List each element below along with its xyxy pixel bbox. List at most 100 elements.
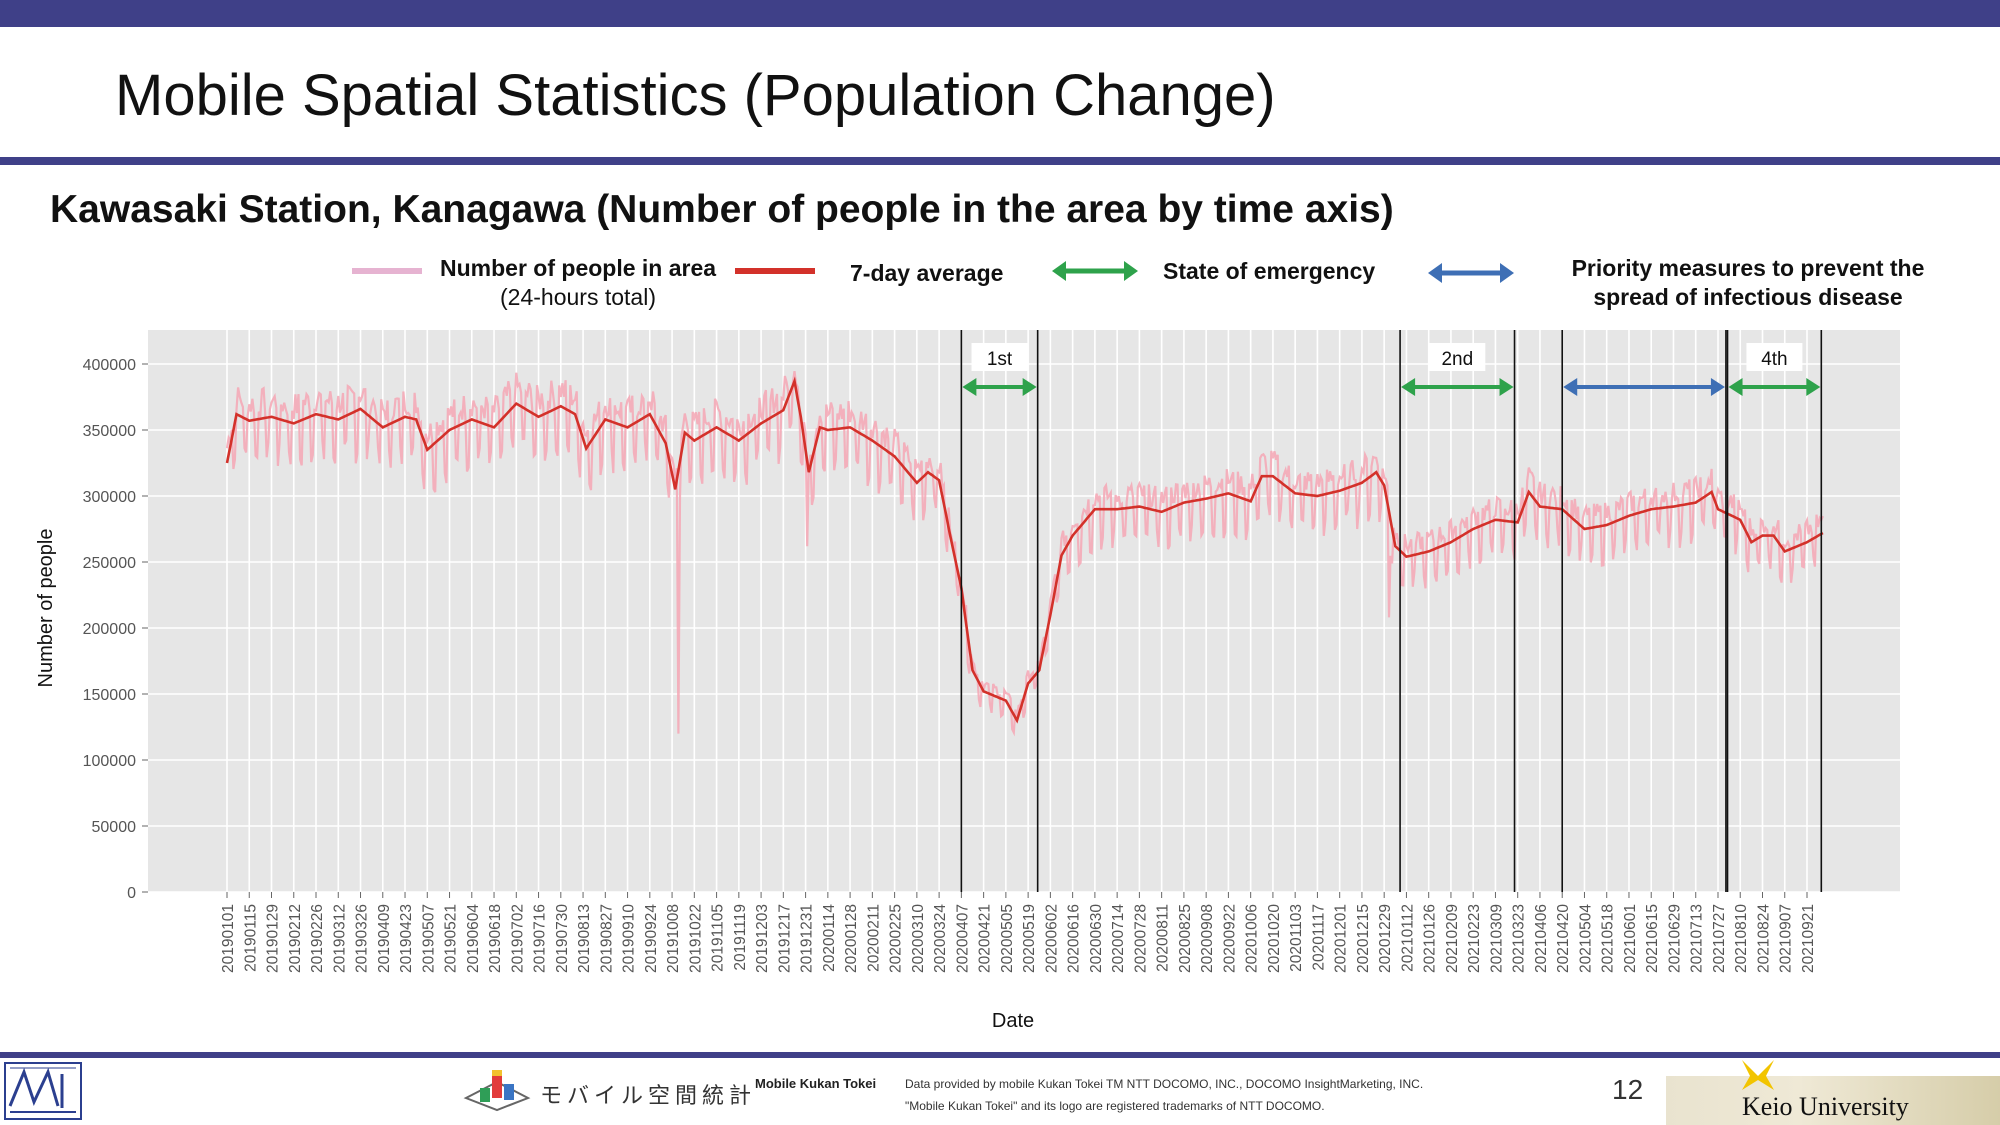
legend-priority-line1: Priority measures to prevent the bbox=[1571, 255, 1925, 281]
x-tick-label: 20191217 bbox=[776, 904, 793, 973]
mobile-kukan-tokei-logo-icon bbox=[463, 1070, 531, 1112]
period-label-box bbox=[971, 343, 1028, 371]
population-chart: 0 50000 100000 150000 200000 250000 300000 3500… bbox=[35, 330, 1900, 1032]
x-tick-label: 20190702 bbox=[509, 904, 526, 973]
legend-raw-line2: (24-hours total) bbox=[500, 284, 656, 310]
legend-priority-arrow-icon bbox=[1428, 263, 1514, 283]
legend-avg-swatch bbox=[735, 268, 815, 274]
x-tick-label: 20200728 bbox=[1132, 904, 1149, 973]
period-arrow-left-icon bbox=[1401, 378, 1416, 396]
y-axis-title: Number of people bbox=[35, 529, 57, 688]
keio-banner bbox=[1666, 1076, 2000, 1125]
y-tick-label: 300000 bbox=[83, 489, 136, 506]
credit-line-2: "Mobile Kukan Tokei" and its logo are re… bbox=[905, 1099, 1325, 1113]
x-tick-label: 20200505 bbox=[999, 904, 1016, 973]
x-tick-label: 20210727 bbox=[1711, 904, 1728, 973]
y-tick-label: 100000 bbox=[83, 753, 136, 770]
x-tick-label: 20201020 bbox=[1266, 904, 1283, 973]
y-tick-label: 0 bbox=[127, 885, 136, 902]
period-arrow-left-icon bbox=[962, 378, 977, 396]
legend-raw-label: Number of people in area (24-hours total… bbox=[440, 254, 716, 312]
y-tick-label: 200000 bbox=[83, 621, 136, 638]
x-tick-label: 20201117 bbox=[1310, 904, 1327, 971]
x-tick-label: 20210406 bbox=[1533, 904, 1550, 973]
x-tick-label: 20190409 bbox=[376, 904, 393, 973]
x-tick-label: 20200811 bbox=[1155, 904, 1172, 972]
y-tick-label: 150000 bbox=[83, 687, 136, 704]
brand-japanese: モバイル空間統計 bbox=[540, 1083, 757, 1108]
x-tick-label: 20190604 bbox=[465, 904, 482, 973]
period-label-box bbox=[1429, 343, 1486, 371]
y-tick-label: 350000 bbox=[83, 423, 136, 440]
x-tick-label: 20190312 bbox=[331, 904, 348, 973]
period-arrow-left-icon bbox=[1563, 378, 1578, 396]
x-tick-label: 20210629 bbox=[1666, 904, 1683, 973]
x-tick-label: 20191008 bbox=[665, 904, 682, 973]
x-tick-label: 20210601 bbox=[1622, 904, 1639, 973]
x-tick-label: 20200324 bbox=[932, 904, 949, 973]
x-axis-title: Date bbox=[992, 1010, 1034, 1032]
x-tick-label: 20201103 bbox=[1288, 904, 1305, 972]
x-tick-label: 20190827 bbox=[598, 904, 615, 973]
x-tick-label: 20190226 bbox=[309, 904, 326, 973]
y-tick-label: 400000 bbox=[83, 357, 136, 374]
x-tick-label: 20190115 bbox=[242, 904, 259, 972]
credit-line-1: Data provided by mobile Kukan Tokei TM N… bbox=[905, 1077, 1424, 1091]
x-tick-label: 20200714 bbox=[1110, 904, 1127, 973]
x-tick-label: 20210309 bbox=[1488, 904, 1505, 973]
page-number: 12 bbox=[1612, 1074, 1644, 1105]
title-rule bbox=[0, 157, 2000, 165]
period-arrow-right-icon bbox=[1710, 378, 1725, 396]
x-tick-label: 20200825 bbox=[1177, 904, 1194, 973]
chart-subtitle: Kawasaki Station, Kanagawa (Number of pe… bbox=[50, 188, 1394, 231]
x-tick-label: 20200908 bbox=[1199, 904, 1216, 973]
x-tick-label: 20210420 bbox=[1555, 904, 1572, 973]
legend-emergency-label: State of emergency bbox=[1163, 258, 1376, 284]
x-tick-label: 20210223 bbox=[1466, 904, 1483, 973]
x-tick-label: 20190521 bbox=[443, 904, 460, 973]
x-tick-label: 20200922 bbox=[1221, 904, 1238, 973]
period-arrow-left-icon bbox=[1728, 378, 1743, 396]
period-label: 2nd bbox=[1441, 349, 1473, 370]
x-tick-label: 20200310 bbox=[910, 904, 927, 973]
x-tick-label: 20190423 bbox=[398, 904, 415, 973]
x-tick-label: 20201229 bbox=[1377, 904, 1394, 973]
period-label: 1st bbox=[987, 349, 1013, 370]
legend-priority-label: Priority measures to prevent the spread … bbox=[1548, 254, 1948, 312]
legend-emergency-arrow-icon bbox=[1052, 261, 1138, 281]
x-tick-label: 20200114 bbox=[821, 904, 838, 972]
period-arrow-right-icon bbox=[1499, 378, 1514, 396]
top-band bbox=[0, 0, 2000, 27]
x-tick-label: 20191105 bbox=[710, 904, 727, 972]
x-tick-label: 20190507 bbox=[420, 904, 437, 973]
x-tick-label: 20190101 bbox=[220, 904, 237, 973]
x-tick-label: 20210615 bbox=[1644, 904, 1661, 973]
period-arrow-right-icon bbox=[1022, 378, 1037, 396]
y-tick-label: 50000 bbox=[92, 819, 137, 836]
x-tick-label: 20200616 bbox=[1066, 904, 1083, 973]
x-tick-label: 20210810 bbox=[1733, 904, 1750, 973]
x-tick-label: 20210126 bbox=[1422, 904, 1439, 973]
x-tick-label: 20210518 bbox=[1600, 904, 1617, 973]
x-tick-label: 20200211 bbox=[865, 904, 882, 972]
x-tick-label: 20210907 bbox=[1778, 904, 1795, 973]
x-tick-label: 20190618 bbox=[487, 904, 504, 973]
x-tick-label: 20200128 bbox=[843, 904, 860, 973]
x-tick-label: 20201201 bbox=[1333, 904, 1350, 973]
x-tick-label: 20201006 bbox=[1244, 904, 1261, 973]
x-tick-label: 20210921 bbox=[1800, 904, 1817, 973]
x-tick-label: 20210323 bbox=[1511, 904, 1528, 973]
x-tick-label: 20210504 bbox=[1577, 904, 1594, 973]
x-tick-label: 20200630 bbox=[1088, 904, 1105, 973]
lab-logo-icon bbox=[4, 1062, 82, 1120]
x-tick-label: 20210824 bbox=[1755, 904, 1772, 973]
x-tick-label: 20200407 bbox=[954, 904, 971, 973]
period-label-box bbox=[1746, 343, 1803, 371]
legend-raw-line1: Number of people in area bbox=[440, 255, 717, 281]
x-tick-label: 20190730 bbox=[554, 904, 571, 973]
x-tick-label: 20200602 bbox=[1043, 904, 1060, 973]
plot-panel bbox=[148, 330, 1900, 892]
x-tick-label: 20201215 bbox=[1355, 904, 1372, 973]
period-arrow-right-icon bbox=[1806, 378, 1821, 396]
period-label: 4th bbox=[1761, 349, 1787, 370]
